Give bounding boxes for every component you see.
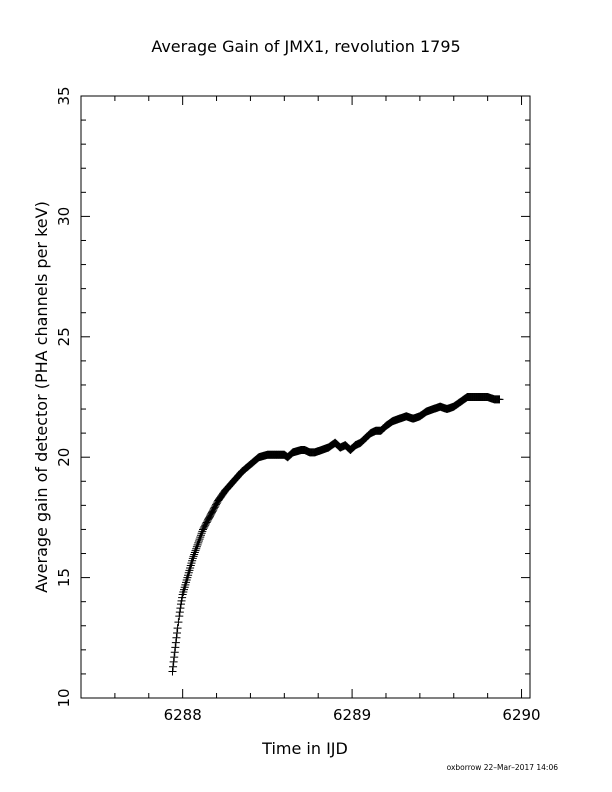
data-point — [193, 540, 202, 549]
data-point — [170, 648, 179, 657]
data-point — [173, 628, 182, 637]
plot-frame — [80, 95, 531, 699]
data-point — [169, 662, 178, 671]
chart-title: Average Gain of JMX1, revolution 1795 — [151, 37, 460, 56]
y-tick-label: 15 — [55, 568, 73, 587]
data-point — [174, 618, 183, 627]
data-point — [194, 536, 203, 545]
data-point — [172, 633, 181, 642]
y-tick-label: 35 — [55, 86, 73, 105]
x-tick-label: 6289 — [333, 706, 371, 724]
data-point — [194, 538, 203, 547]
data-point — [170, 653, 179, 662]
data-point — [171, 643, 180, 652]
data-point — [192, 544, 201, 553]
data-point — [197, 529, 206, 538]
footer-credit: oxborrow 22–Mar–2017 14:06 — [447, 763, 559, 772]
data-point — [177, 596, 186, 605]
data-point — [168, 667, 177, 676]
x-tick-label: 6288 — [164, 706, 202, 724]
data-point — [192, 542, 201, 551]
data-point — [173, 624, 182, 633]
tick-labels: 10 15 20 25 30 35 6288 6289 6290 — [55, 86, 541, 724]
y-axis-label: Average gain of detector (PHA channels p… — [32, 201, 51, 593]
data-point — [198, 527, 207, 536]
data-point — [189, 552, 198, 561]
data-point — [175, 608, 184, 617]
data-point — [178, 593, 187, 602]
data-point — [188, 554, 197, 563]
data-point — [175, 612, 184, 621]
data-point — [176, 604, 185, 613]
x-axis-label: Time in IJD — [261, 739, 348, 758]
data-point — [196, 531, 205, 540]
y-tick-label: 30 — [55, 207, 73, 226]
data-point — [191, 546, 200, 555]
data-point — [190, 548, 199, 557]
data-point — [495, 395, 504, 404]
axis-ticks — [80, 95, 530, 699]
data-point — [171, 638, 180, 647]
data-point — [169, 657, 178, 666]
data-point — [196, 533, 205, 542]
data-points — [168, 393, 504, 676]
data-point — [195, 535, 204, 544]
y-tick-label: 10 — [55, 688, 73, 707]
x-tick-label: 6290 — [502, 706, 540, 724]
y-tick-label: 25 — [55, 327, 73, 346]
data-point — [190, 550, 199, 559]
y-tick-label: 20 — [55, 448, 73, 467]
data-point — [176, 600, 185, 609]
